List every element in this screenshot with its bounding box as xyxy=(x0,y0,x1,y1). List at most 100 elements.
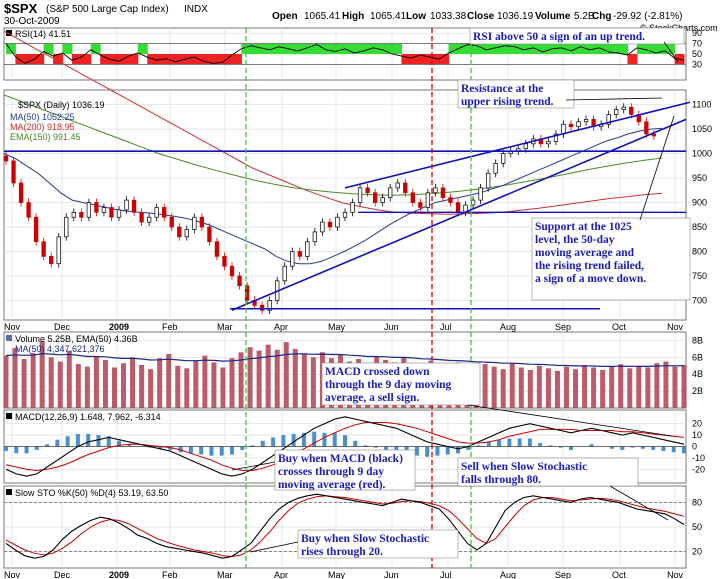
volume-bar xyxy=(663,361,669,408)
rsi-band xyxy=(410,54,421,65)
price-candle xyxy=(282,265,287,282)
ann-macd-sell-line: through the 9 day moving xyxy=(325,379,452,391)
volume-bar xyxy=(554,370,560,408)
volume-bar xyxy=(21,359,27,408)
price-candle xyxy=(357,187,363,203)
macd-histogram-bar xyxy=(538,443,543,447)
price-candle xyxy=(403,182,408,194)
ann-stoch-buy-arrow xyxy=(249,541,299,553)
price-candle xyxy=(101,207,107,213)
chart-header: $SPX (S&P 500 Large Cap Index) INDX 30-O… xyxy=(4,1,718,33)
low-value: 1033.38 xyxy=(430,11,467,22)
rsi-band xyxy=(119,54,129,65)
price-candle xyxy=(267,300,272,311)
volume-bar xyxy=(518,367,524,408)
price-candle xyxy=(320,221,325,233)
price-candle xyxy=(26,202,31,218)
macd-histogram-bar xyxy=(486,441,491,447)
macd-histogram-bar xyxy=(127,444,132,447)
ann-stoch-buy-box xyxy=(297,529,459,559)
exchange: INDX xyxy=(184,4,208,15)
price-candle xyxy=(33,216,39,243)
ann-macd-buy-line: crosses through 9 day xyxy=(278,466,384,478)
rsi-band xyxy=(316,43,327,54)
ann-support-box xyxy=(531,217,691,301)
rsi-band xyxy=(354,43,365,54)
volume-bar xyxy=(30,353,36,408)
rsi-band xyxy=(137,43,148,54)
macd-histogram-bar xyxy=(158,446,163,449)
ann-support-line: Support at the 1025 xyxy=(535,221,632,233)
macd-histogram-bar xyxy=(322,432,327,447)
macd-histogram-bar xyxy=(106,436,111,447)
volume-bar xyxy=(193,360,199,408)
price-x-label: Mar xyxy=(217,322,233,332)
volume-bar xyxy=(229,358,235,408)
price-candle xyxy=(621,106,626,110)
rsi-band xyxy=(269,43,280,54)
macd-histogram-bar xyxy=(661,446,666,452)
price-tick-label: 1050 xyxy=(692,124,712,134)
volume-value: 5.2B xyxy=(574,11,595,22)
rsi-band xyxy=(222,54,233,65)
rsi-band xyxy=(326,43,337,54)
rsi-band xyxy=(392,43,402,54)
rsi-band xyxy=(43,43,54,54)
macd-legend: MACD(12,26,9) 1.648, 7.962, -6.314 xyxy=(15,412,161,422)
low-label: Low xyxy=(406,11,426,22)
price-x-label: Jul xyxy=(440,322,452,332)
rising-resistance-trend xyxy=(344,101,691,189)
macd-histogram-bar xyxy=(527,438,532,447)
price-candle xyxy=(184,229,189,238)
macd-histogram-bar xyxy=(199,446,204,455)
macd-histogram-bar xyxy=(456,446,460,454)
volume-bar xyxy=(157,358,163,408)
price-candle xyxy=(365,187,370,194)
price-candle xyxy=(410,192,415,203)
macd-histogram-bar xyxy=(14,446,19,454)
ann-stoch-buy-line: rises through 20. xyxy=(301,546,383,558)
volume-bar xyxy=(645,367,651,408)
price-candle xyxy=(56,236,61,265)
volume-bar xyxy=(84,366,90,408)
vol-tick-label: 8B xyxy=(692,335,703,345)
price-candle xyxy=(335,216,340,228)
stoch-x-label: Aug xyxy=(500,570,516,579)
rsi-band xyxy=(542,43,553,54)
ann-rsi-line: RSI above 50 a sign of an up trend. xyxy=(473,31,645,43)
macd-histogram-bar xyxy=(558,446,563,448)
macd-histogram-bar xyxy=(343,435,347,447)
rsi-band xyxy=(184,54,195,65)
ann-stoch-sell-box xyxy=(457,457,639,487)
ann-stoch-buy-line: Buy when Slow Stochastic xyxy=(301,533,429,545)
rsi-band xyxy=(429,54,440,65)
price-tick-label: 800 xyxy=(692,246,707,256)
macd-histogram-bar xyxy=(682,446,686,454)
volume-bar xyxy=(39,341,45,408)
rsi-band xyxy=(467,43,478,54)
volume-bar xyxy=(274,349,280,408)
ann-macd-sell-line: MACD crossed down xyxy=(325,366,430,378)
volume-bar xyxy=(310,357,316,408)
macd-histogram-bar xyxy=(332,432,337,447)
rsi-band xyxy=(561,43,572,54)
volume-bar xyxy=(265,344,271,408)
price-candle xyxy=(237,275,242,287)
ma200-legend: MA(200) 918.95 xyxy=(10,122,75,132)
rsi-band xyxy=(147,54,158,65)
price-candle xyxy=(380,197,385,203)
macd-histogram-bar xyxy=(640,446,645,449)
rsi-band xyxy=(599,43,610,54)
ann-support-arrow xyxy=(639,115,675,221)
rsi-band xyxy=(100,54,111,65)
volume-bar xyxy=(609,366,615,408)
rsi-band xyxy=(476,43,487,54)
volume-bar xyxy=(256,350,262,408)
price-tick-label: 850 xyxy=(692,222,707,232)
price-candle xyxy=(644,121,649,135)
macd-histogram-bar xyxy=(394,446,399,452)
price-candle xyxy=(229,265,235,277)
ann-macd-sell-arrow xyxy=(467,404,673,437)
price-x-label: Oct xyxy=(612,322,627,332)
ma200-line xyxy=(3,30,663,215)
